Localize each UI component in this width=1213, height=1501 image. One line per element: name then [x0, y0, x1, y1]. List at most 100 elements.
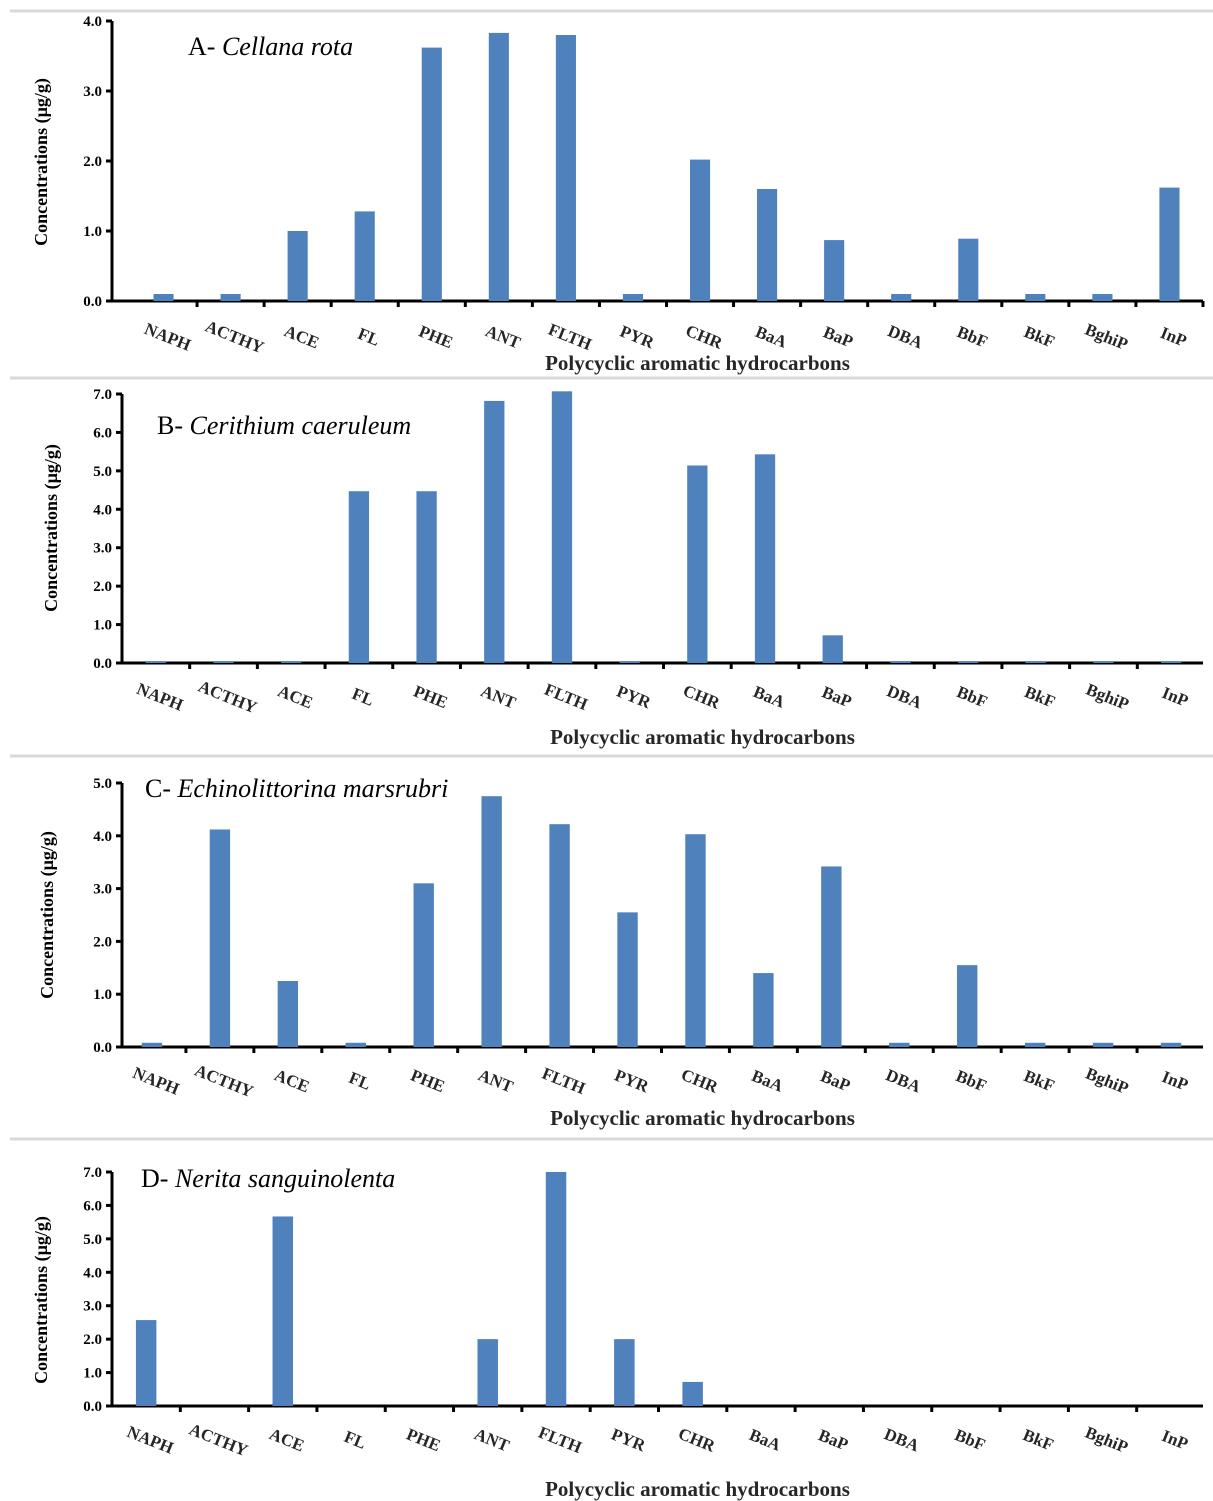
y-tick-label: 3.0 — [83, 84, 102, 100]
y-tick-label: 1.0 — [93, 987, 112, 1003]
y-tick-label: 0.0 — [83, 294, 102, 310]
bar-CHR — [687, 465, 708, 663]
x-tick-label: PYR — [614, 682, 654, 713]
chart-title: A- Cellana rota — [188, 32, 353, 61]
bar-BbF — [957, 661, 979, 663]
y-tick-label: 4.0 — [93, 829, 112, 845]
x-tick-label: InP — [1158, 323, 1190, 351]
bar-InP — [1159, 187, 1180, 301]
x-tick-label: NAPH — [142, 319, 194, 355]
x-tick-label: PHE — [416, 322, 456, 353]
x-tick-label: BaP — [818, 1066, 853, 1095]
y-axis-label: Concentrations (µg/g) — [41, 444, 62, 612]
bar-DBA — [889, 1042, 910, 1047]
y-tick-label: 3.0 — [93, 882, 112, 898]
bar-ACE — [272, 1216, 294, 1406]
x-tick-label: BbF — [954, 682, 990, 711]
bar-BbF — [957, 965, 978, 1047]
bar-BghiP — [1092, 294, 1113, 301]
bar-ANT — [477, 1339, 498, 1406]
bar-PYR — [619, 661, 640, 663]
bar-BaP — [824, 240, 845, 301]
bar-BkF — [1024, 1042, 1046, 1047]
chart-title-prefix: A- — [188, 32, 222, 61]
x-tick-label: NAPH — [134, 679, 186, 715]
chart-panel-b: 0.0 1.0 2.0 3.0 4.0 5.0 6.0 7.0 NAPH ACTHY ACE FL PH… — [41, 387, 1203, 749]
x-tick-label: ANT — [478, 681, 519, 712]
x-axis-label: Polycyclic aromatic hydrocarbons — [545, 1477, 850, 1501]
x-tick-label: FL — [342, 1427, 369, 1453]
y-tick-label: 0.0 — [93, 656, 112, 672]
bar-BghiP — [1092, 1042, 1114, 1047]
bar-FL — [354, 211, 375, 301]
y-tick-label: 1.0 — [83, 224, 102, 240]
x-tick-label: FLTH — [536, 1423, 585, 1457]
bar-NAPH — [153, 294, 174, 301]
x-tick-label: PYR — [612, 1066, 652, 1097]
y-tick-label: 6.0 — [93, 425, 112, 441]
x-tick-label: CHR — [678, 1065, 721, 1097]
y-tick-label: 0.0 — [83, 1399, 102, 1415]
bar-ACTHY — [213, 661, 234, 663]
x-tick-label: ACE — [275, 681, 315, 712]
y-tick-label: 6.0 — [83, 1198, 102, 1214]
bar-BkF — [1025, 294, 1046, 301]
x-tick-label: DBA — [881, 1424, 922, 1455]
bar-ACTHY — [220, 294, 241, 301]
x-tick-label: FL — [349, 684, 376, 710]
y-tick-label: 2.0 — [83, 154, 102, 170]
bar-PHE — [416, 491, 437, 663]
y-tick-label: 4.0 — [83, 14, 102, 30]
y-tick-label: 1.0 — [93, 618, 112, 634]
y-tick-label: 3.0 — [93, 541, 112, 557]
chart-title: B- Cerithium caeruleum — [157, 411, 411, 440]
bar-BaP — [822, 635, 843, 663]
y-tick-label: 4.0 — [93, 502, 112, 518]
x-tick-label: ANT — [483, 321, 524, 352]
bar-FLTH — [545, 1172, 567, 1406]
chart-title-species: Cerithium caeruleum — [190, 411, 412, 440]
bar-NAPH — [141, 1042, 163, 1047]
bar-InP — [1160, 1042, 1182, 1047]
x-tick-label: BkF — [1022, 682, 1058, 711]
bar-InP — [1161, 661, 1182, 663]
bar-FL — [345, 1042, 366, 1047]
bar-PYR — [622, 294, 644, 301]
x-tick-label: BghiP — [1083, 680, 1131, 714]
x-tick-label: InP — [1159, 683, 1191, 711]
x-tick-label: BghiP — [1082, 320, 1130, 354]
x-tick-label: BkF — [1020, 1425, 1056, 1454]
x-tick-label: BaA — [751, 682, 789, 712]
y-axis-label: Concentrations (µg/g) — [31, 78, 52, 246]
x-tick-label: BaA — [747, 1425, 785, 1455]
x-tick-label: FLTH — [539, 1064, 588, 1098]
bar-DBA — [891, 294, 912, 301]
y-tick-label: 2.0 — [83, 1332, 102, 1348]
y-tick-label: 5.0 — [93, 776, 112, 792]
chart-title-species: Nerita sanguinolenta — [174, 1164, 395, 1193]
y-tick-label: 2.0 — [93, 579, 112, 595]
x-tick-label: ACTHY — [187, 1420, 251, 1461]
x-tick-label: BbF — [953, 1066, 989, 1095]
x-tick-label: BbF — [954, 322, 990, 351]
bar-CHR — [689, 159, 711, 301]
bar-BaA — [754, 454, 776, 663]
x-tick-label: PHE — [408, 1066, 448, 1097]
bar-PYR — [614, 1339, 635, 1406]
x-tick-label: InP — [1159, 1067, 1191, 1095]
x-tick-label: BaA — [749, 1066, 787, 1096]
bar-BghiP — [1093, 661, 1114, 663]
x-tick-label: ACTHY — [196, 677, 260, 718]
x-tick-label: InP — [1159, 1426, 1191, 1454]
bar-NAPH — [135, 1320, 157, 1406]
x-tick-label: BaP — [816, 1425, 851, 1454]
bar-BaP — [821, 866, 842, 1047]
bar-FLTH — [555, 35, 576, 301]
y-axis-label: Concentrations (µg/g) — [37, 831, 58, 999]
chart-title-species: Cellana rota — [222, 32, 353, 61]
chart-title-prefix: B- — [157, 411, 190, 440]
chart-panel-d: 0.0 1.0 2.0 3.0 4.0 5.0 6.0 7.0 NAPH ACTHY ACE FL PH… — [31, 1164, 1203, 1501]
bar-BaA — [757, 189, 778, 301]
